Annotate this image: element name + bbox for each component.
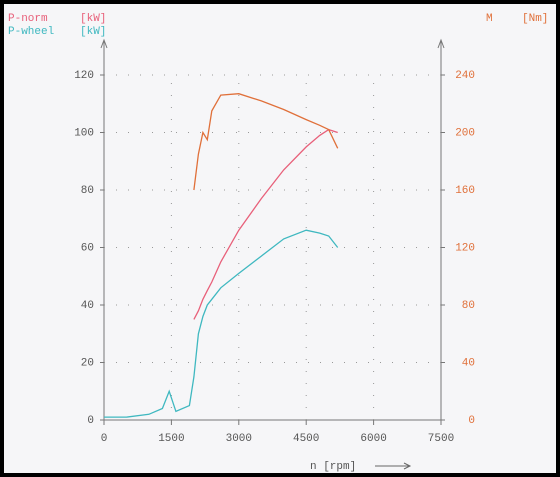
y2-tick-label: 80 <box>462 300 475 312</box>
y2-arrow <box>437 38 445 49</box>
y2-tick-label: 200 <box>455 127 475 139</box>
y-tick-label: 20 <box>81 357 94 369</box>
series-line <box>193 93 339 191</box>
y2-tick-label: 160 <box>455 185 475 197</box>
legend-unit: [kW] <box>80 13 106 25</box>
y2-tick-label: 120 <box>455 242 475 254</box>
y-tick-label: 100 <box>74 127 94 139</box>
x-axis-label: n [rpm] <box>310 461 356 473</box>
y-tick-label: 40 <box>81 300 94 312</box>
series-line <box>193 128 338 320</box>
x-tick-label: 1500 <box>158 433 184 445</box>
x-tick-label: 4500 <box>293 433 319 445</box>
x-tick-label: 0 <box>101 433 108 445</box>
y-tick-label: 60 <box>81 242 94 254</box>
legend-unit: [kW] <box>80 26 106 38</box>
y-tick-label: 0 <box>87 415 94 427</box>
legend-label: P-norm <box>8 13 48 25</box>
y2-tick-label: 240 <box>455 70 475 82</box>
series-line <box>104 229 339 418</box>
legend-label: P-wheel <box>8 26 54 38</box>
y2-tick-label: 0 <box>468 415 475 427</box>
x-tick-label: 3000 <box>226 433 252 445</box>
y-arrow <box>100 38 108 49</box>
y-tick-label: 80 <box>81 185 94 197</box>
x-arrow-head <box>403 462 412 470</box>
y2-tick-label: 40 <box>462 357 475 369</box>
x-tick-label: 6000 <box>360 433 386 445</box>
x-tick-label: 7500 <box>428 433 454 445</box>
legend-label: M <box>486 13 493 25</box>
legend-unit: [Nm] <box>522 13 548 25</box>
y-tick-label: 120 <box>74 70 94 82</box>
